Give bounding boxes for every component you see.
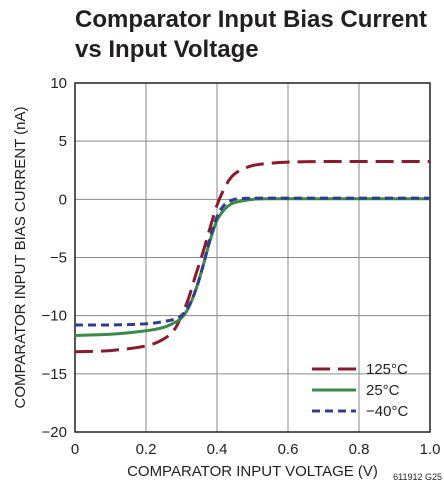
chart-title-line-1: Comparator Input Bias Current bbox=[75, 6, 428, 33]
y-tick-label: −20 bbox=[42, 424, 67, 441]
legend-label: −40°C bbox=[366, 403, 408, 420]
plot-frame bbox=[74, 82, 431, 433]
y-tick-label: 10 bbox=[50, 75, 67, 92]
y-tick-label: −15 bbox=[42, 366, 67, 383]
series-line-2 bbox=[74, 197, 430, 337]
y-tick-label: −5 bbox=[50, 250, 67, 267]
y-tick-label: 0 bbox=[59, 191, 67, 208]
series-line-1 bbox=[74, 159, 430, 354]
chart-title-line-2: vs Input Voltage bbox=[75, 36, 259, 63]
figure-id: 611912 G25 bbox=[393, 472, 442, 482]
y-tick-label: −10 bbox=[42, 308, 67, 325]
x-tick-label: 0.6 bbox=[278, 441, 299, 458]
series-line-3 bbox=[74, 196, 430, 327]
x-tick-label: 0.4 bbox=[207, 441, 228, 458]
y-axis-label: COMPARATOR INPUT BIAS CURRENT (nA) bbox=[12, 107, 29, 409]
legend: 125°C 25°C −40°C bbox=[312, 361, 408, 420]
x-axis-label: COMPARATOR INPUT VOLTAGE (V) bbox=[127, 463, 378, 480]
legend-label: 125°C bbox=[366, 361, 408, 378]
legend-label: 25°C bbox=[366, 382, 400, 399]
y-tick-label: 5 bbox=[59, 133, 67, 150]
x-tick-label: 0.8 bbox=[349, 441, 370, 458]
x-tick-label: 0 bbox=[71, 441, 79, 458]
x-tick-label: 0.2 bbox=[136, 441, 157, 458]
x-tick-label: 1.0 bbox=[420, 441, 441, 458]
